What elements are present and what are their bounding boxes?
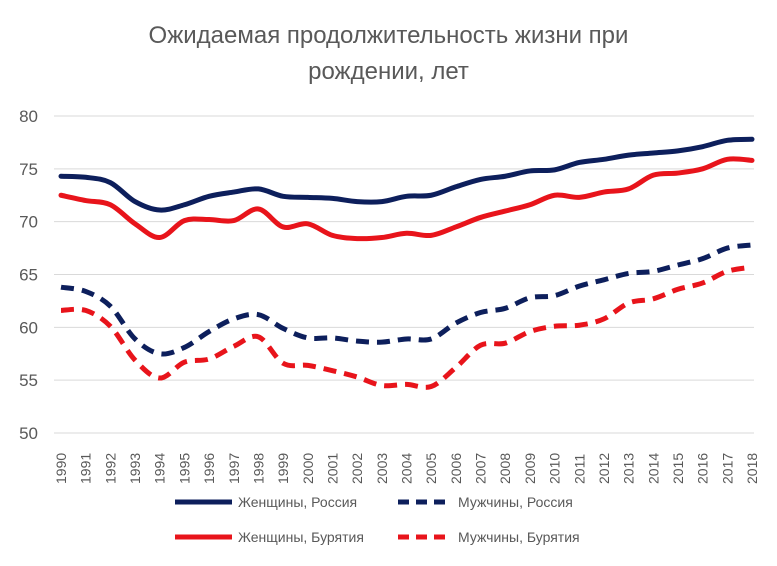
x-tick-label: 2006: [448, 453, 464, 484]
x-tick-label: 2015: [670, 453, 686, 484]
x-tick-label: 2005: [423, 453, 439, 484]
x-tick-label: 1990: [53, 453, 69, 484]
chart-title-line-1: Ожидаемая продолжительность жизни при: [148, 22, 629, 49]
x-tick-label: 2016: [695, 453, 711, 484]
legend-label: Мужчины, Россия: [458, 494, 573, 510]
x-tick-label: 2001: [324, 453, 340, 484]
x-tick-label: 1991: [78, 453, 94, 484]
y-tick-label: 65: [19, 266, 38, 285]
series-line: [58, 136, 755, 213]
x-tick-label: 2000: [300, 453, 316, 484]
x-tick-label: 1995: [176, 453, 192, 484]
x-tick-label: 1992: [102, 453, 118, 484]
x-tick-label: 2004: [399, 453, 415, 484]
legend-label: Женщины, Россия: [238, 494, 357, 510]
series-line: [60, 264, 753, 390]
x-tick-label: 2008: [497, 453, 513, 484]
x-tick-label: 2007: [473, 453, 489, 484]
x-tick-label: 1997: [226, 453, 242, 484]
y-tick-label: 55: [19, 371, 38, 390]
series-line: [58, 156, 755, 242]
x-tick-label: 1999: [275, 453, 291, 484]
x-tick-label: 2012: [596, 453, 612, 484]
series-line: [60, 242, 753, 357]
legend-label: Женщины, Бурятия: [238, 529, 364, 545]
x-tick-label: 1998: [250, 453, 266, 484]
y-tick-label: 50: [19, 424, 38, 443]
x-tick-label: 2014: [645, 453, 661, 484]
y-tick-label: 75: [19, 160, 38, 179]
x-tick-label: 2003: [374, 453, 390, 484]
x-tick-label: 1994: [152, 453, 168, 484]
x-tick-label: 1993: [127, 453, 143, 484]
legend-label: Мужчины, Бурятия: [458, 529, 580, 545]
x-tick-label: 2011: [571, 454, 587, 484]
x-tick-label: 2009: [522, 453, 538, 484]
x-tick-label: 2013: [621, 453, 637, 484]
x-tick-label: 2002: [349, 453, 365, 484]
y-tick-label: 70: [19, 213, 38, 232]
chart-title-line-2: рождении, лет: [308, 58, 469, 85]
y-tick-label: 80: [19, 107, 38, 126]
x-tick-label: 2018: [744, 453, 760, 484]
y-tick-label: 60: [19, 318, 38, 337]
x-tick-label: 2017: [719, 453, 735, 484]
x-tick-label: 2010: [547, 453, 563, 484]
x-tick-label: 1996: [201, 453, 217, 484]
